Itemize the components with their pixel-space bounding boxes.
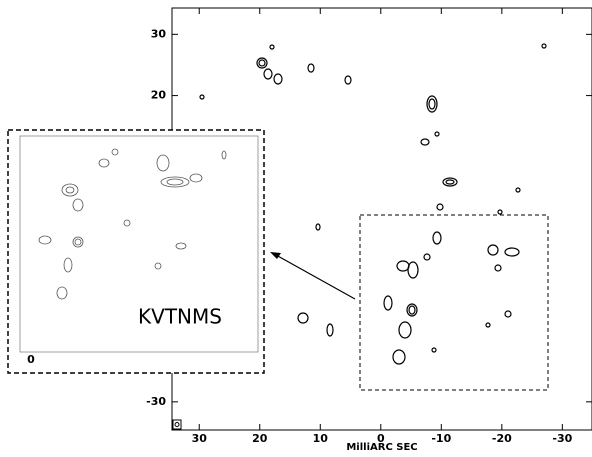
x-tick-label: -30	[552, 432, 572, 445]
y-tick-label: 20	[151, 89, 167, 102]
arrow	[276, 255, 355, 299]
x-tick-label: -10	[431, 432, 451, 445]
x-tick-label: 10	[313, 432, 329, 445]
inset	[8, 130, 264, 373]
figure: KVTNMS 0 MilliARC SEC 3020100-10-20-3030…	[0, 0, 592, 457]
x-tick-label: 30	[192, 432, 208, 445]
x-tick-label: -20	[492, 432, 512, 445]
beam	[175, 423, 179, 427]
y-tick-label: -30	[146, 395, 166, 408]
x-tick-label: 0	[377, 432, 385, 445]
arrow-head	[270, 252, 281, 259]
inset-label: KVTNMS	[138, 305, 222, 329]
zoom-region	[360, 215, 548, 390]
beam-box	[173, 420, 181, 429]
inset-tick-label: 0	[27, 353, 35, 366]
x-tick-label: 20	[252, 432, 268, 445]
y-tick-label: 30	[151, 27, 167, 40]
